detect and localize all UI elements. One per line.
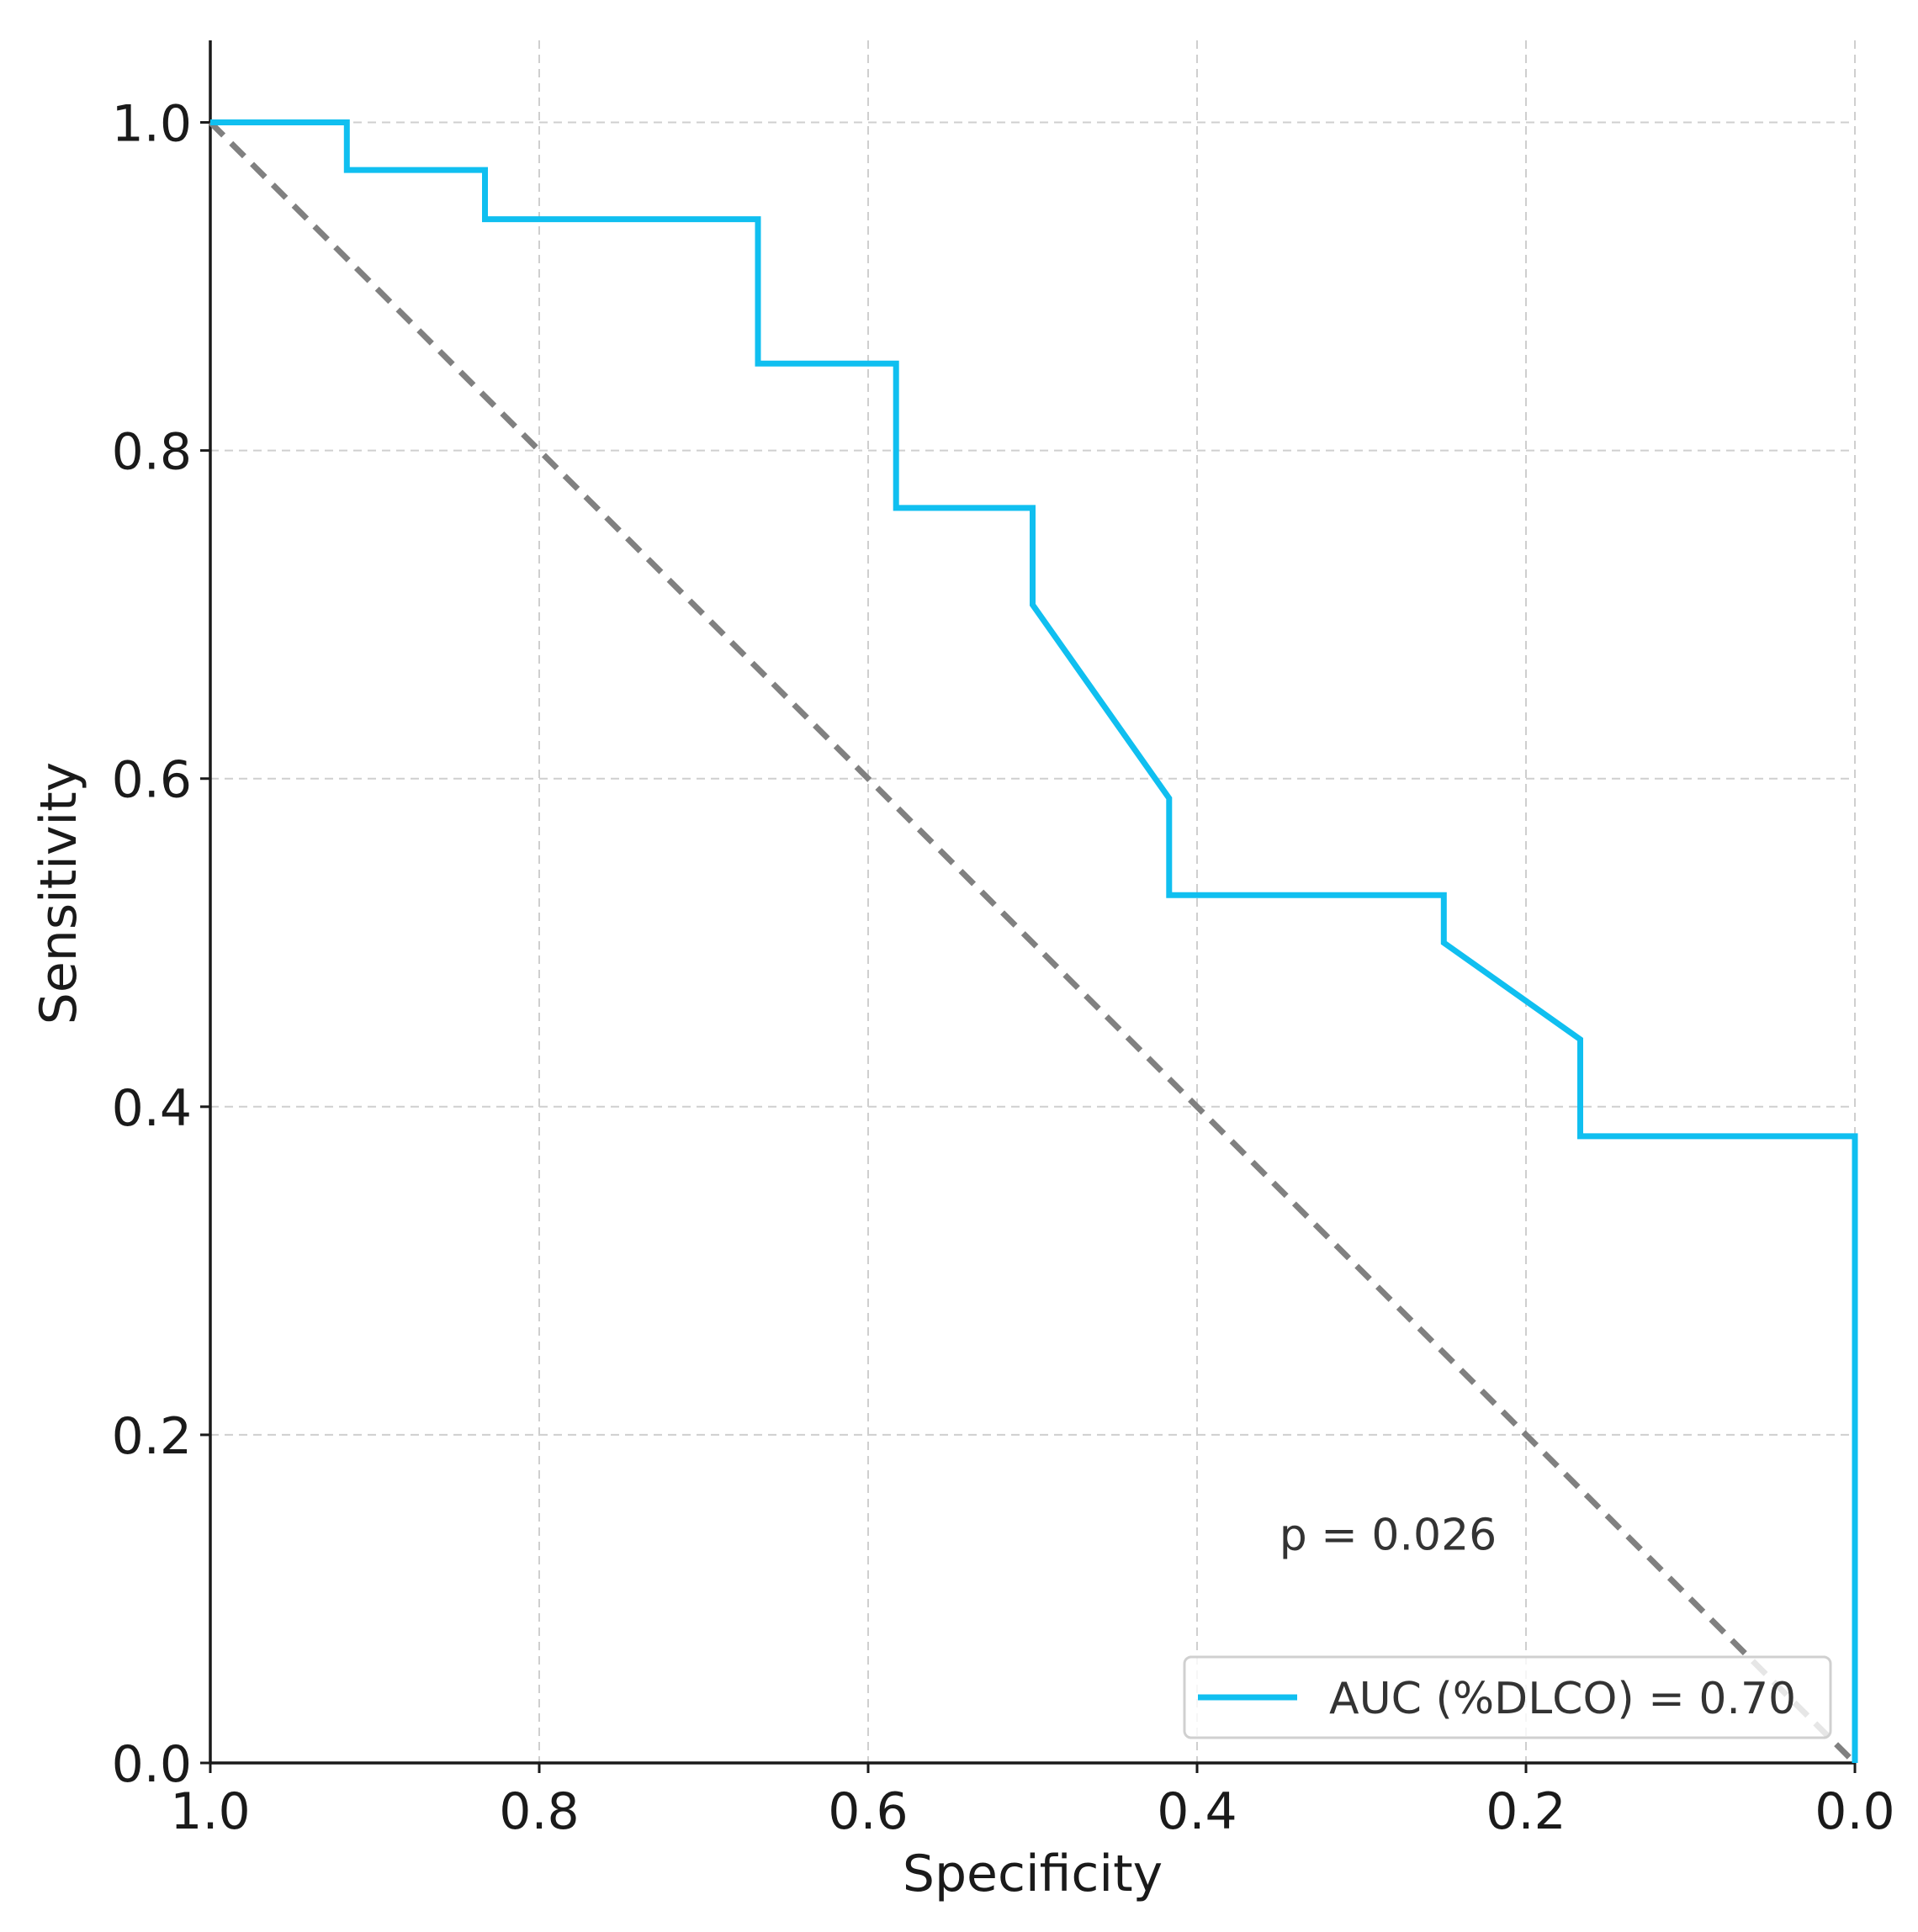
x-tick-label: 1.0: [170, 1782, 250, 1841]
series-layer: [208, 119, 1858, 1765]
y-tick-label: 0.8: [112, 423, 192, 482]
x-tick-label: 0.8: [499, 1782, 579, 1841]
y-tick-label: 0.6: [112, 751, 192, 810]
p-value-annotation: p = 0.026: [1280, 1510, 1497, 1560]
grid-layer: [209, 40, 1856, 1764]
x-tick-label: 0.6: [828, 1782, 908, 1841]
x-axis-title: Specificity: [903, 1845, 1163, 1903]
text-layer: p = 0.026: [1280, 1510, 1497, 1560]
axes-layer: 1.0 0.8 0.6 0.4 0.2 0.0 0.0 0.2 0.4 0.6 0.8 1.0 Spec…: [29, 40, 1895, 1903]
y-tick-label: 0.0: [112, 1735, 192, 1794]
x-tick-label: 0.0: [1815, 1782, 1894, 1841]
y-tick-label: 0.2: [112, 1407, 192, 1466]
x-tick-label: 0.4: [1157, 1782, 1237, 1841]
legend: AUC (%DLCO) = 0.70: [1183, 1655, 1832, 1739]
legend-label: AUC (%DLCO) = 0.70: [1329, 1674, 1796, 1724]
roc-curve-line: [210, 119, 1858, 1763]
y-tick-label: 0.4: [112, 1079, 192, 1138]
x-tick-label: 0.2: [1486, 1782, 1566, 1841]
reference-diagonal-line: [208, 120, 1857, 1765]
y-axis-title: Sensitivity: [29, 762, 88, 1024]
y-tick-label: 1.0: [112, 95, 192, 154]
legend-box: [1183, 1655, 1832, 1739]
